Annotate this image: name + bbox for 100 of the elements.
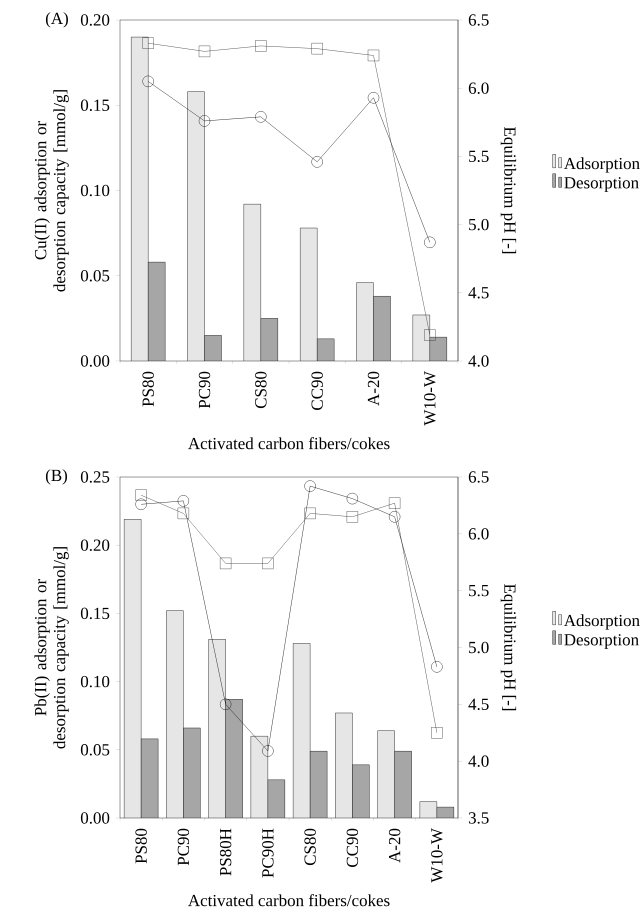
point [388, 497, 400, 509]
x-tick-label: A-20 [388, 828, 400, 863]
y-tick-label: 0.10 [80, 184, 110, 196]
y2-tick-label: 5.0 [469, 642, 489, 654]
y2-tick-label: 5.5 [469, 150, 489, 162]
point [262, 745, 274, 757]
point [135, 498, 147, 510]
x-tick-label: CS80 [304, 828, 316, 866]
y2-tick-label: 4.5 [468, 698, 489, 710]
text: (A) [46, 12, 68, 28]
bar [141, 738, 158, 818]
bar [317, 338, 334, 362]
point [424, 329, 436, 341]
legend-label: Adsorption [564, 614, 640, 630]
y-tick-label: 0.15 [80, 100, 110, 111]
bar [166, 610, 184, 818]
x-tick-label: CS80 [255, 372, 267, 408]
y-tick-label: 0.20 [80, 539, 110, 551]
y2-tick-label: 6.0 [468, 82, 489, 94]
point [388, 511, 400, 522]
text: (B) [46, 469, 68, 485]
x-tick-label: PC90 [198, 372, 210, 408]
x-tick-label: W10-W [431, 828, 443, 883]
bar [188, 92, 204, 362]
bar [148, 262, 166, 362]
y-tick-label: 0.15 [80, 608, 110, 620]
y-tick-label: 0.00 [80, 355, 110, 367]
y-tick-label: 0.00 [80, 812, 110, 824]
bar [183, 728, 200, 818]
bar [260, 318, 278, 362]
bar [300, 228, 318, 362]
y2-tick-label: 5.5 [469, 585, 489, 596]
y-axis-title: Pb(II) adsorption or desorption capacity [mmol/g] [34, 547, 69, 748]
x-axis-title: Activated carbon fibers/cokes [188, 894, 390, 906]
point [198, 46, 210, 58]
bar [226, 699, 243, 818]
x-tick-label: PS80H [220, 828, 232, 876]
point [135, 489, 147, 501]
bar [124, 519, 142, 818]
y2-tick-label: 5.0 [469, 218, 489, 230]
bar [335, 712, 352, 818]
y2-tick-label: 3.5 [468, 812, 489, 824]
x-tick-label: PS80 [135, 828, 147, 864]
point [304, 508, 316, 520]
point [368, 50, 380, 62]
y-tick-label: 0.05 [80, 270, 110, 282]
bar [374, 296, 391, 362]
y-tick-label: 0.25 [80, 471, 110, 483]
bar [244, 204, 261, 362]
y-tick-label: 0.20 [80, 14, 110, 26]
y2-tick-label: 6.0 [468, 528, 489, 540]
y2-tick-label: 4.5 [468, 287, 489, 298]
y2-tick-label: 4.0 [468, 755, 489, 767]
x-tick-label: CC90 [311, 372, 323, 410]
bar [310, 751, 328, 818]
legend-label: Adsorption [564, 157, 640, 173]
x-tick-label: W10-W [424, 371, 436, 426]
point [142, 76, 154, 88]
bar [250, 736, 268, 818]
point [424, 236, 436, 248]
y2-tick-label: 6.5 [468, 14, 489, 26]
bar [268, 780, 285, 818]
y2-tick-label: 4.0 [468, 355, 489, 367]
point [346, 492, 358, 504]
bar [378, 730, 395, 818]
bar [131, 37, 148, 362]
y-tick-label: 0.05 [80, 744, 110, 756]
y-axis-title: Cu(II) adsorption or desorption capacity [mmol/g] [34, 90, 69, 292]
bar [352, 764, 370, 818]
legend-label: Desorption [564, 177, 639, 192]
bar [394, 751, 412, 818]
x-tick-label: CC90 [346, 828, 358, 867]
point [311, 42, 323, 54]
bar [430, 336, 448, 362]
point [198, 115, 210, 127]
point [255, 40, 267, 52]
x-tick-label: PS80 [142, 372, 154, 406]
y2-axis-title: Equilibrium pH [-] [500, 584, 516, 710]
x-tick-label: PC90 [178, 828, 190, 866]
bar [356, 282, 374, 362]
y-tick-label: 0.10 [80, 676, 110, 688]
legend-label: Desorption [564, 634, 639, 649]
y2-tick-label: 6.5 [468, 471, 489, 483]
bar [420, 801, 438, 818]
x-tick-label: A-20 [368, 372, 380, 406]
x-axis-title: Activated carbon fibers/cokes [188, 437, 390, 450]
point [304, 480, 316, 492]
point [311, 156, 323, 168]
y2-axis-title: Equilibrium pH [-] [500, 127, 516, 254]
point [346, 511, 358, 522]
point [431, 661, 443, 673]
point [178, 508, 190, 520]
bar [208, 639, 226, 818]
point [178, 495, 190, 507]
point [220, 698, 232, 710]
point [255, 111, 267, 123]
bar [204, 335, 222, 362]
point [431, 727, 443, 738]
point [368, 92, 380, 104]
point [220, 558, 232, 570]
